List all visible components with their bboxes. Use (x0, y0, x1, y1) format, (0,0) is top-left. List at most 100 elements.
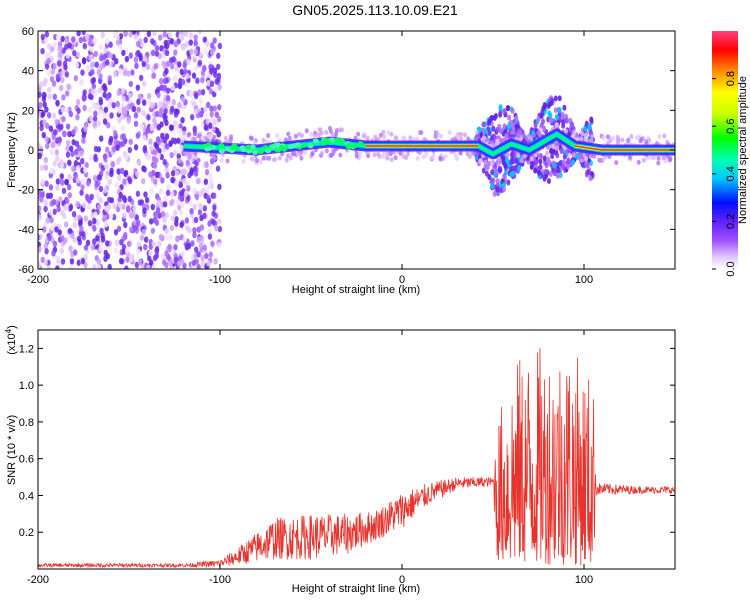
spectrogram-cell (229, 145, 236, 151)
spectrogram-cell (160, 177, 165, 184)
spectrogram-cell (95, 235, 100, 242)
spectrogram-cell (398, 150, 403, 156)
spectrogram-cell (137, 258, 143, 266)
spectrogram-cell (393, 135, 398, 141)
spectrogram-cell (351, 143, 358, 149)
spectrogram-cell (481, 167, 486, 174)
spectrogram-cell (96, 68, 101, 76)
spectrogram-cell (46, 112, 52, 119)
spectrogram-cell (112, 31, 118, 39)
spectrogram-cell (76, 144, 82, 152)
spectrogram-cell (67, 192, 73, 199)
spectrogram-cell (65, 139, 71, 147)
spectrogram-cell (217, 225, 223, 233)
spectrogram-cell (496, 161, 501, 167)
spectrogram-cell (51, 250, 56, 257)
spectrogram-cell (64, 178, 69, 186)
spectrogram-cell (69, 258, 75, 265)
spectrogram-cell (421, 154, 426, 160)
spectrogram-cell (164, 49, 170, 57)
spectrogram-cell (562, 145, 567, 151)
spectrogram-cell (99, 135, 104, 142)
spectrogram-cell (155, 207, 161, 214)
spectrogram-cell (208, 133, 213, 139)
spectrogram-cell (121, 133, 127, 140)
spectrogram-cell (498, 111, 503, 118)
spectrogram-cell (131, 31, 137, 35)
spectrogram-cell (195, 77, 200, 84)
spectrogram-cell (510, 165, 515, 172)
spectrogram-cell (45, 142, 50, 150)
spectrogram-cell (142, 207, 147, 214)
spectrogram-cell (381, 150, 386, 156)
spectrogram-cell (180, 250, 185, 258)
spectrogram-cell (118, 191, 123, 199)
spectrogram-cell (200, 69, 206, 77)
spectrogram-cell (538, 163, 543, 170)
spectrogram-cell (111, 102, 116, 109)
spectrogram-cell (194, 246, 199, 253)
spectrogram-cell (61, 94, 66, 101)
spectrogram-cell (38, 81, 44, 88)
spectrogram-cell (656, 160, 661, 166)
spectrogram-cell (122, 178, 127, 185)
spectrogram-cell (334, 128, 339, 134)
spectrogram-cell (142, 146, 147, 154)
spectrogram-cell (203, 178, 209, 185)
spectrogram-cell (38, 101, 43, 109)
spectrogram-cell (295, 142, 302, 148)
spectrogram-cell (555, 172, 560, 179)
spectrogram-cell (87, 40, 93, 47)
spectrogram-cell (156, 124, 162, 131)
spectrogram-cell (212, 105, 217, 112)
spectrogram-cell (43, 156, 48, 164)
spectrogram-cell (75, 98, 81, 106)
spectrogram-cell (142, 80, 147, 87)
spectrogram-cell (546, 156, 551, 163)
spectrogram-cell (152, 162, 158, 169)
spectrogram-cell (554, 122, 559, 128)
spectrogram-cell (102, 91, 107, 98)
spectrogram-cell (310, 151, 315, 157)
spectrogram-cell (493, 167, 498, 174)
spectrogram-cell (93, 50, 99, 58)
spectrogram-cell (90, 244, 95, 251)
spectrogram-cell (217, 84, 222, 91)
spectrogram-cell (89, 46, 94, 53)
spectrogram-cell (252, 139, 257, 145)
spectrogram-cell (309, 132, 314, 138)
spectrogram-cell (173, 149, 178, 156)
spectrogram-cell (124, 154, 129, 161)
spectrogram-cell (44, 63, 50, 70)
spectrogram-cell (100, 31, 105, 39)
spectrogram-cell (124, 265, 129, 269)
spectrogram-cell (516, 152, 521, 158)
spectrogram-cell (180, 201, 185, 208)
spectrogram-cell (501, 186, 506, 193)
spectrogram-cell (162, 201, 168, 208)
spectrogram-cell (105, 253, 111, 260)
spectrogram-cell (120, 88, 126, 95)
spectrogram-cell (197, 31, 202, 35)
y-tick-label: 0.2 (19, 527, 34, 539)
spectrogram-cell (121, 106, 126, 113)
spectrogram-cell (65, 145, 70, 152)
spectrogram-cell (49, 224, 55, 232)
spectrogram-cell (358, 151, 363, 157)
spectrogram-cell (223, 135, 228, 141)
spectrogram-cell (538, 158, 543, 165)
spectrogram-cell (562, 104, 567, 111)
spectrogram-cell (546, 177, 551, 184)
spectrogram-cell (42, 101, 47, 108)
spectrogram-cell (211, 126, 216, 133)
spectrogram-cell (122, 212, 127, 219)
spectrogram-cell (137, 199, 142, 206)
spectrogram-cell (320, 150, 325, 156)
spectrogram-cell (136, 49, 141, 57)
spectrogram-cell (60, 68, 66, 76)
spectrogram-cell (162, 137, 168, 144)
y-tick-label: 0 (28, 145, 34, 157)
spectrogram-cell (40, 47, 45, 55)
spectrogram-cell (151, 72, 157, 79)
spectrogram-cell (133, 33, 139, 40)
